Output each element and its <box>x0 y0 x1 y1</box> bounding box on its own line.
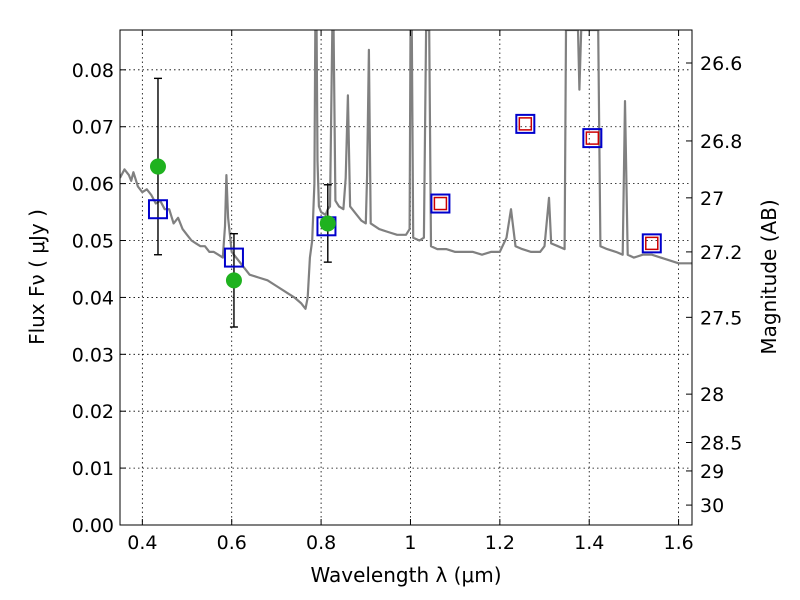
y-tick-label: 0.08 <box>72 60 114 82</box>
y-tick-label: 0.02 <box>72 401 114 423</box>
blue-square-marker <box>641 233 662 254</box>
right-tick-label: 27.2 <box>700 242 742 264</box>
red-square-marker <box>433 196 448 211</box>
plot-frame <box>119 29 693 526</box>
right-tick-label: 26.8 <box>700 131 742 153</box>
red-square-marker <box>645 236 659 251</box>
red-square-marker <box>585 131 600 145</box>
y-axis-title: Flux Fν ( μJy ) <box>25 209 49 345</box>
right-tick-label: 27.5 <box>700 307 742 329</box>
photometry-markers <box>147 77 662 328</box>
x-tick-label: 1 <box>404 532 416 554</box>
blue-square-marker <box>147 199 168 220</box>
blue-square-marker <box>582 128 603 149</box>
right-tick-label: 29 <box>700 461 724 483</box>
grid-lines <box>120 30 692 525</box>
blue-square-marker <box>430 193 451 214</box>
y-tick-label: 0.07 <box>72 117 114 139</box>
x-tick-label: 0.4 <box>127 532 157 554</box>
y-tick-label: 0.03 <box>72 344 114 366</box>
spectrum-series <box>120 30 692 310</box>
y-tick-label: 0.04 <box>72 287 114 309</box>
y-tick-label: 0.06 <box>72 174 114 196</box>
x-tick-label: 1.2 <box>485 532 515 554</box>
y-tick-label: 0.00 <box>72 515 114 537</box>
right-tick-label: 27 <box>700 188 724 210</box>
green-point-marker <box>319 215 336 232</box>
spectrum-line <box>120 30 692 310</box>
right-tick-label: 26.6 <box>700 53 742 75</box>
red-square-marker <box>518 117 533 131</box>
right-axis-title: Magnitude (AB) <box>757 199 781 354</box>
x-tick-label: 1.6 <box>663 532 693 554</box>
x-tick-label: 0.8 <box>306 532 336 554</box>
axis-ticks: 0.4 0.6 0.8 1 1.2 1.4 1.6 0.00 0.01 0.02 0.03 0.04 0… <box>72 30 742 554</box>
x-tick-label: 0.6 <box>217 532 247 554</box>
blue-square-marker <box>515 113 536 134</box>
y-tick-label: 0.05 <box>72 231 114 253</box>
blue-square-marker <box>223 247 244 268</box>
right-tick-label: 28 <box>700 384 724 406</box>
right-tick-label: 28.5 <box>700 433 742 455</box>
green-point-marker <box>225 272 242 289</box>
y-tick-label: 0.01 <box>72 458 114 480</box>
x-axis-title: Wavelength λ (μm) <box>310 563 501 587</box>
right-tick-label: 30 <box>700 495 724 517</box>
x-tick-label: 1.4 <box>574 532 604 554</box>
green-point-marker <box>149 158 166 175</box>
